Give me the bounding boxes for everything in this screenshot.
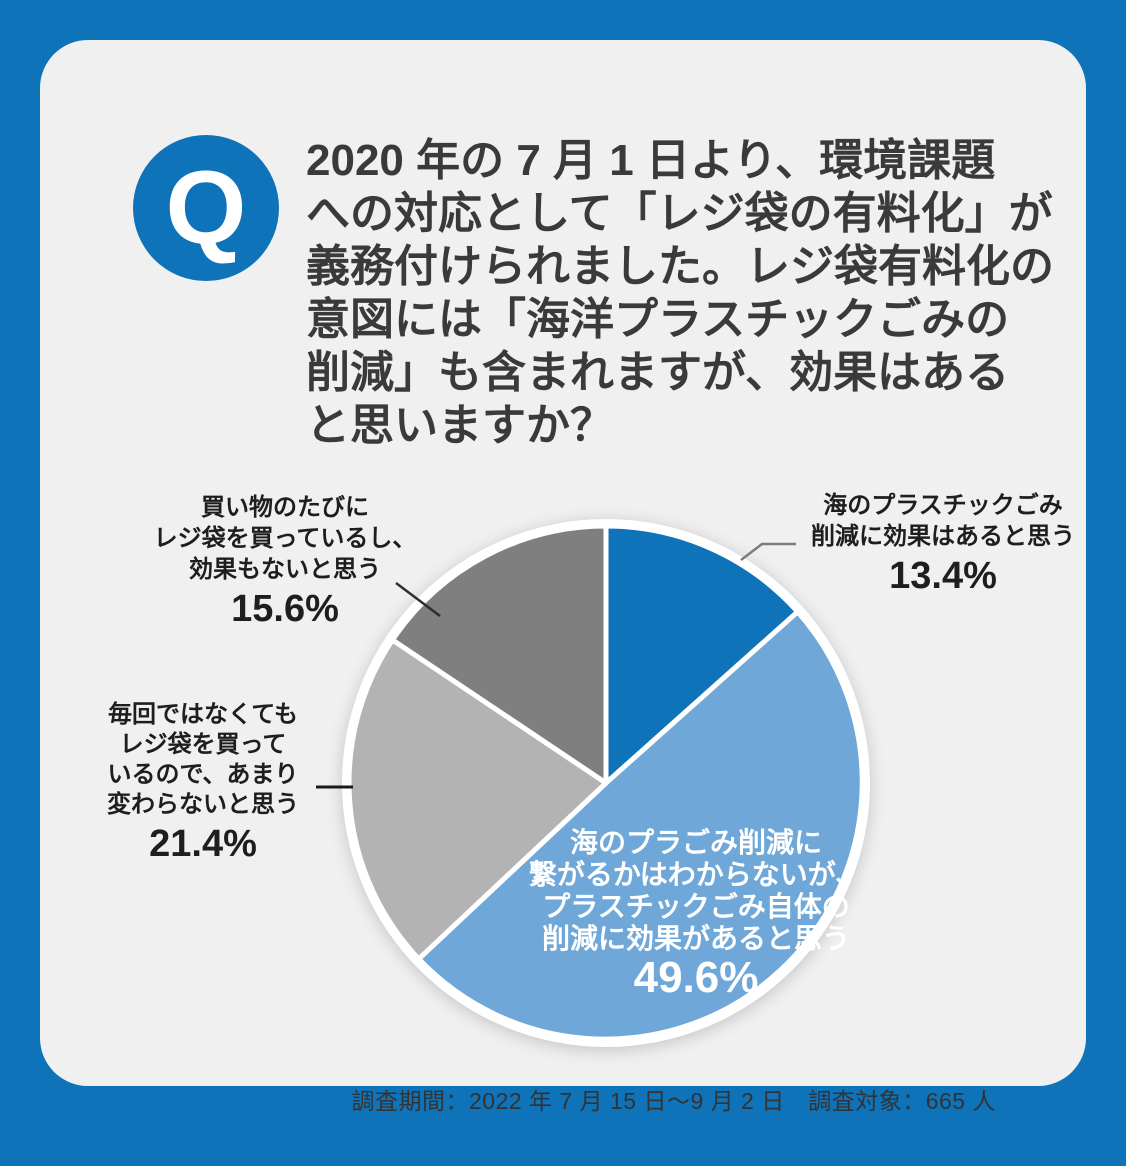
callout-left: 毎回ではなくても レジ袋を買って いるので、あまり 変わらないと思う 21.4% bbox=[63, 700, 343, 866]
leader-line-right bbox=[740, 542, 796, 561]
callout-top-left: 買い物のたびに レジ袋を買っているし、 効果もないと思う 15.6% bbox=[135, 492, 435, 631]
question-badge: Q bbox=[133, 135, 279, 281]
callout-inside-percent: 49.6% bbox=[633, 953, 759, 1002]
question-text: 2020 年の 7 月 1 日より、環境課題 への対応として「レジ袋の有料化」が… bbox=[306, 136, 1054, 450]
callout-right-label: 海のプラスチックごみ 削減に効果はあると思う bbox=[811, 492, 1075, 550]
callout-inside: 海のプラごみ削減に 繋がるかはわからないが、 プラスチックごみ自体の 削減に効果… bbox=[496, 827, 896, 1003]
callout-left-percent: 21.4% bbox=[149, 823, 257, 865]
infographic-page: { "page": { "frame_color": "#0e73b8", "c… bbox=[40, 40, 1086, 1114]
callout-right: 海のプラスチックごみ 削減に効果はあると思う 13.4% bbox=[793, 490, 1093, 598]
pie-slice-0 bbox=[603, 523, 801, 786]
callout-right-percent: 13.4% bbox=[889, 555, 997, 597]
callout-left-label: 毎回ではなくても レジ袋を買って いるので、あまり 変わらないと思う bbox=[107, 701, 299, 818]
callout-top-left-percent: 15.6% bbox=[231, 588, 339, 630]
survey-footnote: 調査期間：2022 年 7 月 15 日〜9 月 2 日 調査対象：665 人 bbox=[351, 1088, 996, 1114]
callout-inside-label: 海のプラごみ削減に 繋がるかはわからないが、 プラスチックごみ自体の 削減に効果… bbox=[528, 827, 864, 954]
question-badge-letter: Q bbox=[165, 150, 247, 266]
content-card: Q 2020 年の 7 月 1 日より、環境課題 への対応として「レジ袋の有料化… bbox=[40, 40, 1086, 1114]
callout-top-left-label: 買い物のたびに レジ袋を買っているし、 効果もないと思う bbox=[153, 494, 417, 583]
